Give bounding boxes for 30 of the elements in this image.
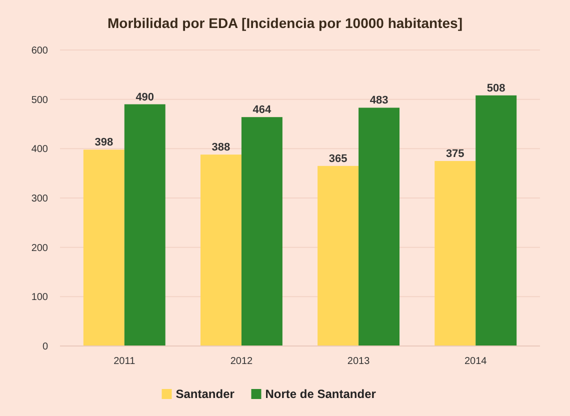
data-label: 375 [446, 148, 464, 160]
x-tick-label: 2013 [347, 356, 370, 367]
data-label: 508 [486, 82, 506, 94]
chart-title: Morbilidad por EDA [Incidencia por 10000 habitantes] [108, 15, 462, 31]
y-tick-label: 300 [31, 194, 48, 204]
data-label: 365 [328, 152, 348, 165]
legend-label: Santander [176, 387, 235, 402]
bar [434, 161, 476, 346]
y-tick-label: 100 [31, 292, 48, 304]
bar [200, 154, 242, 346]
x-tick-label: 2011 [114, 356, 136, 367]
bar [241, 117, 282, 346]
x-tick-label: 2014 [464, 356, 488, 367]
data-label: 398 [94, 136, 114, 149]
data-label: 464 [252, 104, 272, 116]
data-label: 483 [370, 94, 388, 107]
y-tick-label: 0 [42, 342, 48, 352]
bar [476, 95, 517, 346]
bar [124, 104, 166, 346]
y-tick-label: 500 [31, 94, 48, 106]
y-tick-label: 400 [31, 144, 48, 156]
data-label: 490 [136, 91, 154, 104]
legend-label: Norte de Santander [265, 387, 376, 402]
y-tick-label: 600 [31, 46, 48, 56]
x-tick-label: 2012 [230, 356, 254, 367]
bar [358, 108, 400, 346]
y-tick-label: 200 [31, 242, 48, 254]
data-label: 388 [212, 142, 230, 154]
bar [83, 150, 124, 346]
bar [318, 166, 359, 346]
